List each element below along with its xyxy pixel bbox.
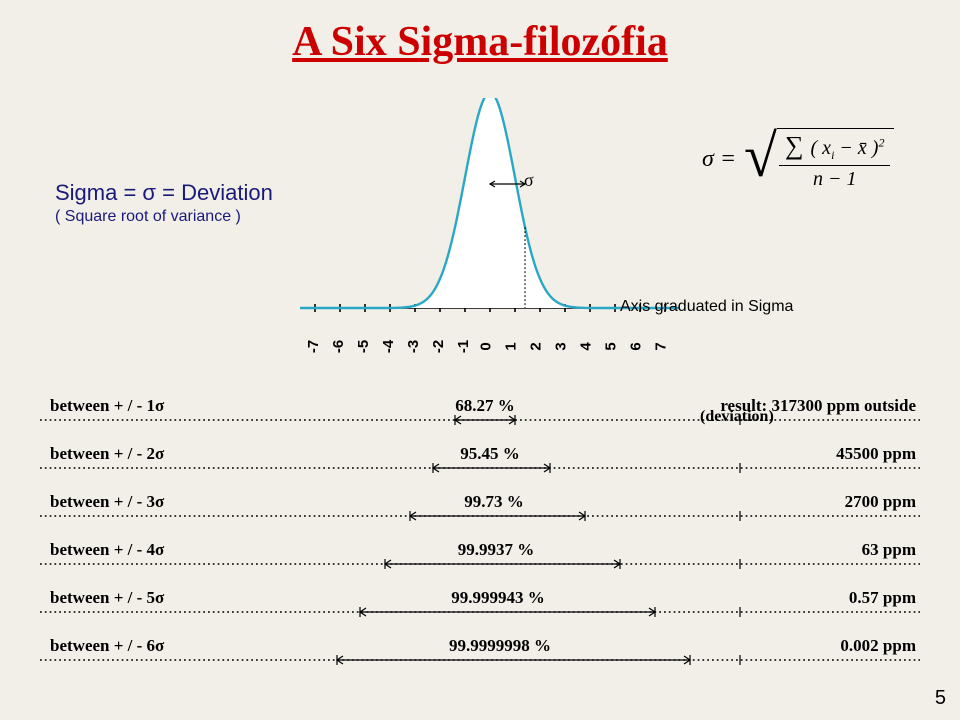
page-title: A Six Sigma-filozófia <box>0 18 960 66</box>
row-percent: 95.45 % <box>460 444 520 464</box>
xtick-label: 5 <box>603 342 620 350</box>
sigma-row: between + / - 2σ 95.45 % 45500 ppm <box>40 438 920 480</box>
xtick-label: -6 <box>330 340 347 353</box>
xtick-label: 2 <box>528 342 545 350</box>
row-label: between + / - 6σ <box>50 636 164 656</box>
row-label: between + / - 5σ <box>50 588 164 608</box>
xtick-label: -7 <box>305 340 322 353</box>
formula-denominator: n − 1 <box>813 166 857 191</box>
sigma-marker-label: σ <box>524 170 534 191</box>
row-result: 63 ppm <box>862 540 916 560</box>
page-number: 5 <box>935 687 946 710</box>
row-label: between + / - 3σ <box>50 492 164 512</box>
xtick-label: 3 <box>553 342 570 350</box>
sqrt-symbol: √ ∑ ( xi − x̄ )2 n − 1 <box>744 128 894 191</box>
row-percent: 99.999943 % <box>451 588 545 608</box>
axis-caption: Axis graduated in Sigma <box>620 298 793 316</box>
row-percent: 99.73 % <box>464 492 524 512</box>
sigma-rows: between + / - 1σ68.27 %result: 317300 pp… <box>40 390 920 678</box>
xtick-label: -2 <box>430 340 447 353</box>
deviation-note: (deviation) <box>700 408 774 426</box>
sigma-row: between + / - 6σ 99.9999998 % 0.002 ppm <box>40 630 920 672</box>
sigma-definition: Sigma = σ = Deviation ( Square root of v… <box>55 180 273 226</box>
row-result: 0.002 ppm <box>840 636 916 656</box>
row-label: between + / - 2σ <box>50 444 164 464</box>
row-result: 2700 ppm <box>845 492 916 512</box>
xtick-label: 7 <box>653 342 670 350</box>
row-bar <box>40 558 920 576</box>
xtick-label: -1 <box>455 340 472 353</box>
sum-symbol: ∑ <box>785 131 804 160</box>
row-bar <box>40 510 920 528</box>
xtick-label: 0 <box>478 342 495 350</box>
sigma-row: between + / - 1σ68.27 %result: 317300 pp… <box>40 390 920 432</box>
row-label: between + / - 4σ <box>50 540 164 560</box>
subtitle-line2: ( Square root of variance ) <box>55 208 273 226</box>
formula-lhs: σ = <box>702 146 736 173</box>
row-label: between + / - 1σ <box>50 396 164 416</box>
xtick-label: -4 <box>380 340 397 353</box>
subtitle-line1: Sigma = σ = Deviation <box>55 180 273 206</box>
formula-numerator: ( xi − x̄ )2 <box>811 137 885 159</box>
row-bar <box>40 606 920 624</box>
row-result: 45500 ppm <box>836 444 916 464</box>
row-result: 0.57 ppm <box>849 588 916 608</box>
row-bar <box>40 414 920 432</box>
xtick-label: -5 <box>355 340 372 353</box>
slide: A Six Sigma-filozófia Sigma = σ = Deviat… <box>0 0 960 720</box>
xtick-label: 4 <box>578 342 595 350</box>
sigma-row: between + / - 3σ 99.73 % 2700 ppm <box>40 486 920 528</box>
row-bar <box>40 462 920 480</box>
sigma-row: between + / - 5σ 99.999943 % 0.57 ppm <box>40 582 920 624</box>
sigma-row: between + / - 4σ 99.9937 % 63 ppm <box>40 534 920 576</box>
x-axis-tick-labels: -7 -6 -5 -4 -3 -2 -1 01234567 <box>300 336 680 358</box>
row-percent: 99.9937 % <box>458 540 535 560</box>
row-percent: 68.27 % <box>455 396 515 416</box>
row-percent: 99.9999998 % <box>449 636 551 656</box>
row-bar <box>40 654 920 672</box>
xtick-label: 1 <box>503 342 520 350</box>
xtick-label: -3 <box>405 340 422 353</box>
xtick-label: 6 <box>628 342 645 350</box>
sigma-formula: σ = √ ∑ ( xi − x̄ )2 n − 1 <box>702 128 894 191</box>
